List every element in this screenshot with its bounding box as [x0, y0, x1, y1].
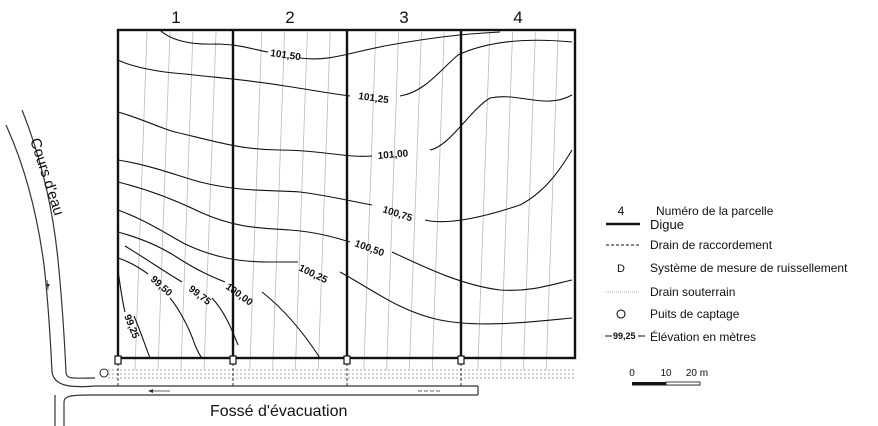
subsurface-drain-line — [134, 31, 148, 371]
ditch-label: Fossé d'évacuation — [210, 403, 347, 420]
subsurface-drain-line — [317, 31, 331, 371]
contour-label: 101,00 — [377, 148, 409, 162]
runoff-box — [114, 355, 122, 365]
contour-100-00 — [117, 231, 226, 283]
contour-label: 100,25 — [297, 263, 330, 286]
subsurface-drain-line — [203, 31, 217, 371]
subsurface-drain-line — [431, 31, 445, 371]
stream — [5, 109, 67, 373]
contour-100-75 — [117, 159, 373, 206]
subsurface-drain-line — [409, 31, 422, 371]
scale-tick: 20 m — [686, 368, 708, 379]
stream-label: Cours d'eau — [26, 136, 67, 218]
scale-tick: 0 — [629, 368, 635, 379]
legend-plot-number: Numéro de la parcelle — [656, 204, 774, 218]
contour-label: 99,25 — [121, 313, 141, 341]
subsurface-drain-line — [363, 31, 377, 371]
contour-label: 100,50 — [353, 238, 386, 259]
runoff-box — [343, 355, 351, 365]
contour-label: 101,50 — [270, 48, 302, 63]
legend-elevation-symbol: 99,25 — [613, 331, 636, 341]
legend-well-symbol — [616, 309, 626, 319]
runoff-box — [229, 355, 237, 365]
contour-label: 100,75 — [381, 204, 414, 224]
subsurface-drain-line — [545, 31, 559, 371]
legend-runoff-symbol: D — [617, 263, 625, 275]
collector-pipe — [108, 369, 575, 379]
legend-elevation: Élévation en mètres — [650, 329, 756, 344]
contour-101-50 — [159, 29, 269, 53]
runoff-systems — [114, 355, 465, 365]
contour-label: 101,25 — [358, 91, 390, 106]
subsurface-drain-line — [249, 31, 263, 371]
subsurface-drain-line — [477, 31, 491, 371]
contour-100-25 — [117, 209, 298, 263]
subsurface-drain-line — [295, 31, 308, 371]
contour-99-75 — [124, 245, 183, 283]
legend-subsurface-drain: Drain souterrain — [650, 285, 735, 299]
legend-dike: Digue — [650, 217, 684, 232]
contour-label: 100,00 — [223, 282, 255, 309]
plot-number: 2 — [285, 8, 294, 27]
legend: 4 Numéro de la parcelle Digue Drain de r… — [605, 204, 848, 344]
scale-tick: 10 — [660, 368, 672, 379]
runoff-box — [457, 355, 465, 365]
contour-101-00 — [117, 111, 373, 157]
drain-ditch — [51, 371, 479, 426]
contour-101-25 — [117, 59, 351, 97]
scale-bar: 0 10 20 m — [629, 368, 708, 386]
subsurface-drain-line — [500, 31, 513, 371]
contour-lines — [117, 29, 573, 359]
subsurface-drain-line — [272, 31, 285, 371]
contour-label: 99,75 — [186, 284, 213, 308]
contour-100-50 — [117, 181, 351, 243]
well-symbol — [99, 368, 109, 378]
subsurface-drain-line — [523, 31, 536, 371]
subsurface-drain-line — [180, 31, 194, 371]
subsurface-drain-line — [386, 31, 399, 371]
legend-connection-drain: Drain de raccordement — [650, 238, 773, 252]
plot-number: 4 — [513, 8, 522, 27]
plot-number: 3 — [399, 8, 408, 27]
subsurface-drain-line — [157, 31, 171, 371]
legend-runoff-system: Système de mesure de ruissellement — [650, 261, 848, 275]
legend-plot-number-symbol: 4 — [618, 204, 625, 218]
contour-99-50 — [117, 257, 149, 275]
plot-number: 1 — [171, 8, 180, 27]
legend-well: Puits de captage — [650, 307, 740, 321]
